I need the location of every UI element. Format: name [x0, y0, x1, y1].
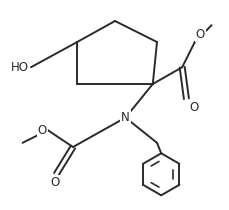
Text: O: O: [195, 28, 204, 41]
Text: O: O: [37, 124, 46, 137]
Text: O: O: [189, 101, 198, 114]
Text: N: N: [121, 111, 129, 124]
Text: O: O: [50, 176, 60, 189]
Text: HO: HO: [11, 61, 29, 74]
